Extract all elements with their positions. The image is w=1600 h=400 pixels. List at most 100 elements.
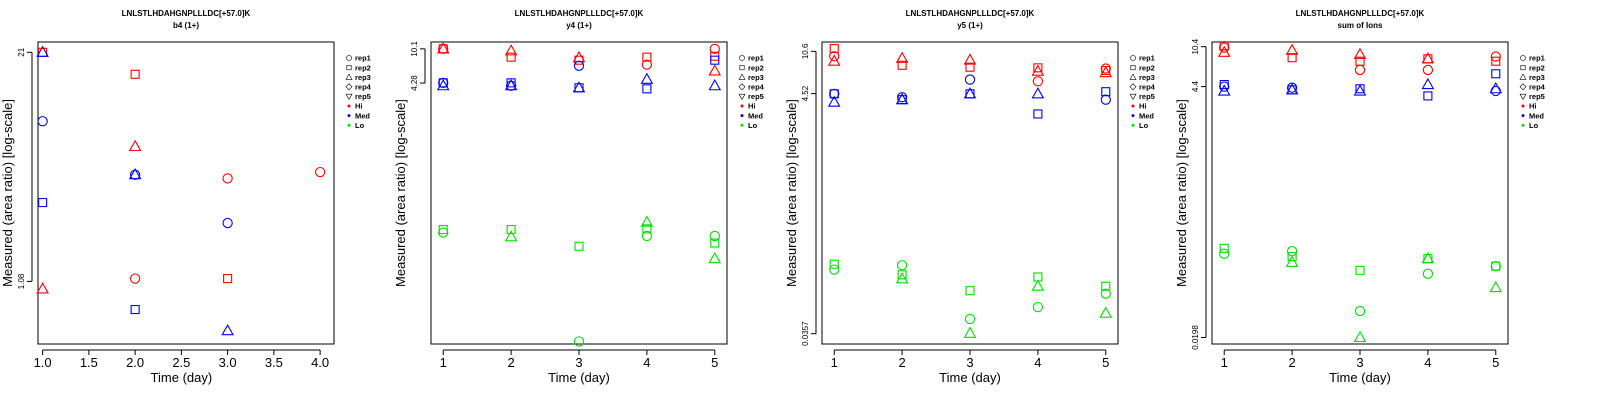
legend-symbol-rep5: [1129, 93, 1137, 101]
legend-label: rep1: [355, 54, 371, 63]
x-axis-label: Time (day): [1329, 370, 1391, 385]
legend-label: rep1: [1139, 54, 1155, 63]
x-tick-label: 4: [1424, 355, 1431, 370]
legend-dot-lo: [347, 123, 351, 127]
data-point-rep2-hi: [897, 60, 907, 70]
legend-label: rep4: [748, 83, 765, 92]
data-point-rep1-lo: [829, 264, 840, 275]
data-point-rep2-hi: [574, 55, 584, 65]
chart-subtitle: b4 (1+): [173, 21, 199, 30]
data-point-rep3-med: [1285, 83, 1299, 95]
legend-label: Hi: [355, 102, 363, 111]
data-point-rep3-hi: [1031, 64, 1045, 76]
legend-dot-hi: [1131, 104, 1135, 108]
data-point-rep2-med: [38, 197, 48, 208]
y-tick-label: 4.4: [1191, 80, 1200, 92]
legend-symbol-rep4: [1129, 83, 1137, 91]
data-point-rep3-lo: [1285, 255, 1299, 267]
data-point-rep1-med: [964, 74, 976, 85]
x-tick-label: 2: [898, 355, 905, 370]
legend-label: Lo: [1139, 121, 1149, 130]
chart-title: LNLSTLHDAHGNPLLLDC[+57.0]K: [515, 9, 644, 18]
data-point-rep3-hi: [128, 139, 142, 152]
legend-label: rep3: [1529, 73, 1545, 82]
data-point-rep2-hi: [965, 62, 975, 72]
data-point-rep2-med: [1423, 91, 1433, 101]
x-axis-label: Time (day): [939, 370, 1001, 385]
data-point-rep2-lo: [1219, 243, 1229, 253]
data-point-rep3-hi: [1099, 65, 1113, 78]
chart-subtitle: y4 (1+): [566, 21, 592, 30]
data-point-rep2-med: [1101, 87, 1111, 97]
data-point-rep3-hi: [1421, 52, 1435, 64]
data-point-rep3-med: [1353, 84, 1367, 96]
legend-label: Lo: [1529, 121, 1539, 130]
legend-label: Lo: [748, 121, 758, 130]
legend-label: Med: [1529, 111, 1544, 120]
data-point-rep3-med: [436, 79, 450, 91]
legend-label: rep4: [1139, 83, 1156, 92]
data-point-rep3-lo: [1031, 279, 1045, 291]
data-point-rep1-hi: [129, 273, 141, 284]
chart-panel-4: LNLSTLHDAHGNPLLLDC[+57.0]K sum of Ions 1 2 3…: [1174, 9, 1546, 385]
data-point-rep1-lo: [1422, 268, 1434, 279]
data-point-rep1-med: [37, 116, 48, 127]
legend-symbol-rep4: [1519, 83, 1527, 91]
data-point-rep2-lo: [642, 224, 652, 234]
legend-label: Hi: [1139, 102, 1147, 111]
y-tick-label: 10.4: [1191, 38, 1200, 54]
legend-symbol-rep1: [1130, 55, 1136, 61]
x-tick-label: 2.5: [172, 355, 190, 370]
legend-dot-med: [1521, 114, 1525, 118]
data-point-rep1-hi: [1422, 64, 1434, 76]
y-tick-label: 4.28: [410, 75, 419, 91]
data-point-rep2-hi: [642, 52, 652, 62]
data-point-rep1-hi: [641, 59, 653, 70]
data-point-rep3-hi: [963, 53, 977, 65]
x-tick-label: 3: [1356, 355, 1363, 370]
legend-symbol-rep5: [345, 93, 353, 101]
x-tick-label: 4: [643, 355, 650, 370]
data-point-rep3-med: [1489, 82, 1503, 94]
legend-label: Lo: [355, 121, 365, 130]
data-point-rep3-lo: [1489, 280, 1503, 293]
data-point-rep1-hi: [1032, 76, 1044, 87]
data-point-rep2-med: [574, 83, 584, 93]
legend-label: Hi: [1529, 102, 1537, 111]
legend-dot-hi: [1521, 104, 1525, 108]
y-tick-label: 10.1: [410, 41, 419, 57]
data-point-rep1-lo: [438, 227, 449, 238]
legend-label: rep5: [1529, 92, 1545, 101]
data-point-rep2-lo: [1491, 261, 1501, 271]
data-point-rep2-med: [130, 304, 140, 315]
legend-label: rep3: [1139, 73, 1155, 82]
legend-label: rep3: [355, 73, 371, 82]
data-point-rep2-lo: [1355, 265, 1365, 275]
data-point-rep1-med: [1286, 82, 1298, 93]
plot-frame: [1211, 41, 1509, 345]
data-point-rep2-med: [1033, 109, 1043, 119]
data-point-rep3-hi: [1353, 47, 1367, 59]
x-tick-label: 4: [1034, 355, 1041, 370]
legend-symbol-rep3: [1519, 73, 1527, 80]
data-point-rep1-hi: [1354, 64, 1366, 76]
data-point-rep3-lo: [895, 272, 909, 284]
data-point-rep1-hi: [1219, 42, 1230, 53]
data-point-rep1-hi: [314, 166, 326, 178]
x-tick-label: 1: [440, 355, 447, 370]
legend-symbol-rep2: [1130, 65, 1136, 71]
data-point-rep3-lo: [708, 251, 722, 264]
chart-subtitle: y5 (1+): [957, 21, 983, 30]
data-point-rep1-lo: [1032, 301, 1044, 313]
legend-dot-hi: [740, 104, 744, 108]
data-point-rep3-med: [221, 324, 234, 336]
legend-dot-med: [347, 114, 351, 118]
data-point-rep2-hi: [829, 44, 839, 54]
legend-symbol-rep4: [738, 83, 746, 91]
chart-panel-3: LNLSTLHDAHGNPLLLDC[+57.0]K y5 (1+) 1 2 3 4 5 Ti…: [784, 9, 1156, 385]
y-axis-label: Measured (area ratio) [log-scale]: [784, 99, 799, 287]
data-point-rep1-hi: [222, 173, 233, 184]
data-point-rep1-lo: [1490, 261, 1501, 272]
x-tick-label: 3: [575, 355, 582, 370]
